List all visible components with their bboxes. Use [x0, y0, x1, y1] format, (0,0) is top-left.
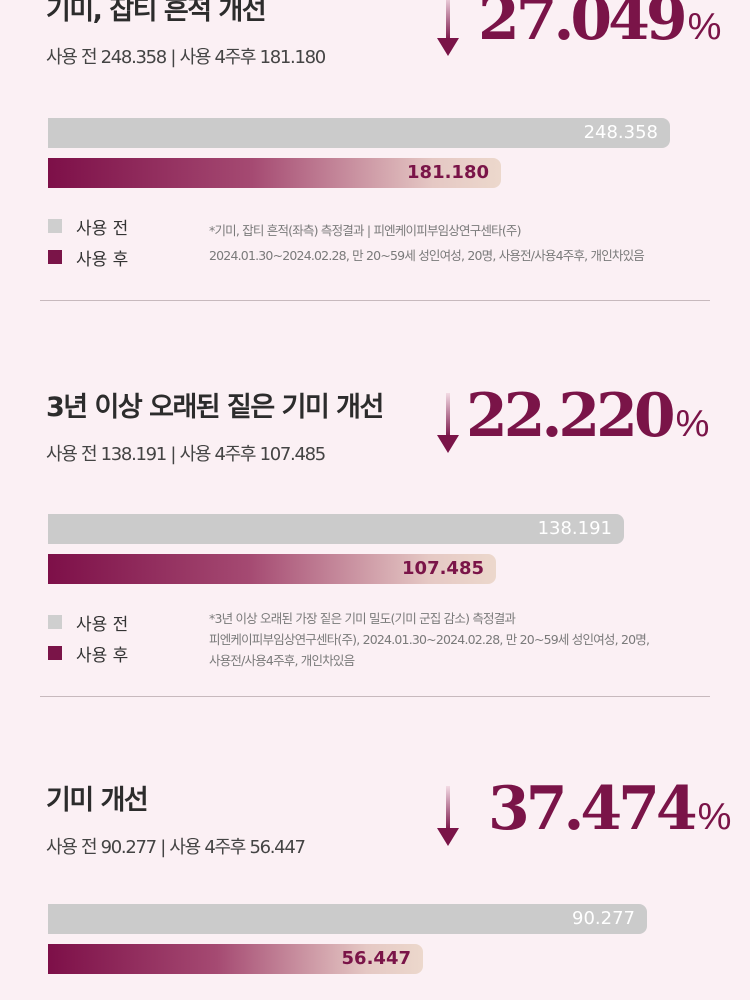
legend-label-after: 사용 후 [76, 645, 129, 666]
after-bar-value: 107.485 [402, 558, 484, 579]
after-bar: 181.180 [48, 158, 501, 188]
improvement-value: 37.474 [488, 774, 698, 844]
down-arrow-icon [437, 0, 459, 56]
improvement-value: 22.220 [466, 381, 676, 451]
before-bar-value: 90.277 [572, 908, 635, 929]
section-title: 기미, 잡티 흔적 개선 [46, 0, 267, 26]
legend-swatch-after [48, 646, 62, 660]
section-subtitle: 사용 전 138.191 | 사용 4주후 107.485 [46, 444, 326, 465]
section-title: 3년 이상 오래된 짙은 기미 개선 [46, 392, 384, 423]
before-bar-value: 138.191 [537, 518, 612, 539]
section-title: 기미 개선 [46, 785, 149, 816]
legend-swatch-before [48, 615, 62, 629]
before-bar: 248.358 [48, 118, 670, 148]
improvement-rate: 22.220% [466, 381, 709, 451]
note-line: *기미, 잡티 흔적(좌측) 측정결과 | 피엔케이피부임상연구센타(주) [209, 223, 522, 238]
note-line: 피엔케이피부임상연구센타(주), 2024.01.30~2024.02.28, … [209, 632, 650, 647]
note-line: 2024.01.30~2024.02.28, 만 20~59세 성인여성, 20… [209, 248, 645, 263]
legend-after: 사용 후 [48, 247, 129, 270]
down-arrow-icon [437, 393, 459, 453]
before-bar-value: 248.358 [583, 122, 658, 143]
note-line: 사용전/사용4주후, 개인차있음 [209, 653, 355, 668]
legend-label-before: 사용 전 [76, 218, 129, 239]
after-bar-value: 56.447 [341, 948, 411, 969]
legend-label-after: 사용 후 [76, 249, 129, 270]
legend-swatch-before [48, 219, 62, 233]
legend: 사용 전 사용 후 [48, 612, 128, 674]
section-subtitle: 사용 전 248.358 | 사용 4주후 181.180 [46, 47, 326, 68]
section-subtitle: 사용 전 90.277 | 사용 4주후 56.447 [46, 837, 306, 858]
down-arrow-icon [437, 786, 459, 846]
study-note: *3년 이상 오래된 가장 짙은 기미 밀도(기미 군집 감소) 측정결과 피엔… [209, 608, 650, 671]
legend-label-before: 사용 전 [76, 614, 129, 635]
before-bar: 90.277 [48, 904, 647, 934]
percent-sign: % [697, 796, 732, 838]
improvement-rate: 27.049% [478, 0, 721, 54]
before-bar: 138.191 [48, 514, 624, 544]
percent-sign: % [687, 6, 722, 48]
section-divider [40, 696, 710, 697]
legend-before: 사용 전 [48, 612, 129, 635]
study-note: *기미, 잡티 흔적(좌측) 측정결과 | 피엔케이피부임상연구센타(주) 20… [209, 220, 645, 266]
note-line: *3년 이상 오래된 가장 짙은 기미 밀도(기미 군집 감소) 측정결과 [209, 611, 516, 626]
after-bar: 56.447 [48, 944, 423, 974]
improvement-rate: 37.474% [488, 774, 731, 844]
after-bar: 107.485 [48, 554, 496, 584]
legend: 사용 전 사용 후 [48, 216, 128, 278]
improvement-value: 27.049 [478, 0, 688, 54]
percent-sign: % [675, 403, 710, 445]
legend-swatch-after [48, 250, 62, 264]
legend-before: 사용 전 [48, 216, 129, 239]
legend-after: 사용 후 [48, 643, 129, 666]
section-divider [40, 300, 710, 301]
after-bar-value: 181.180 [407, 162, 489, 183]
